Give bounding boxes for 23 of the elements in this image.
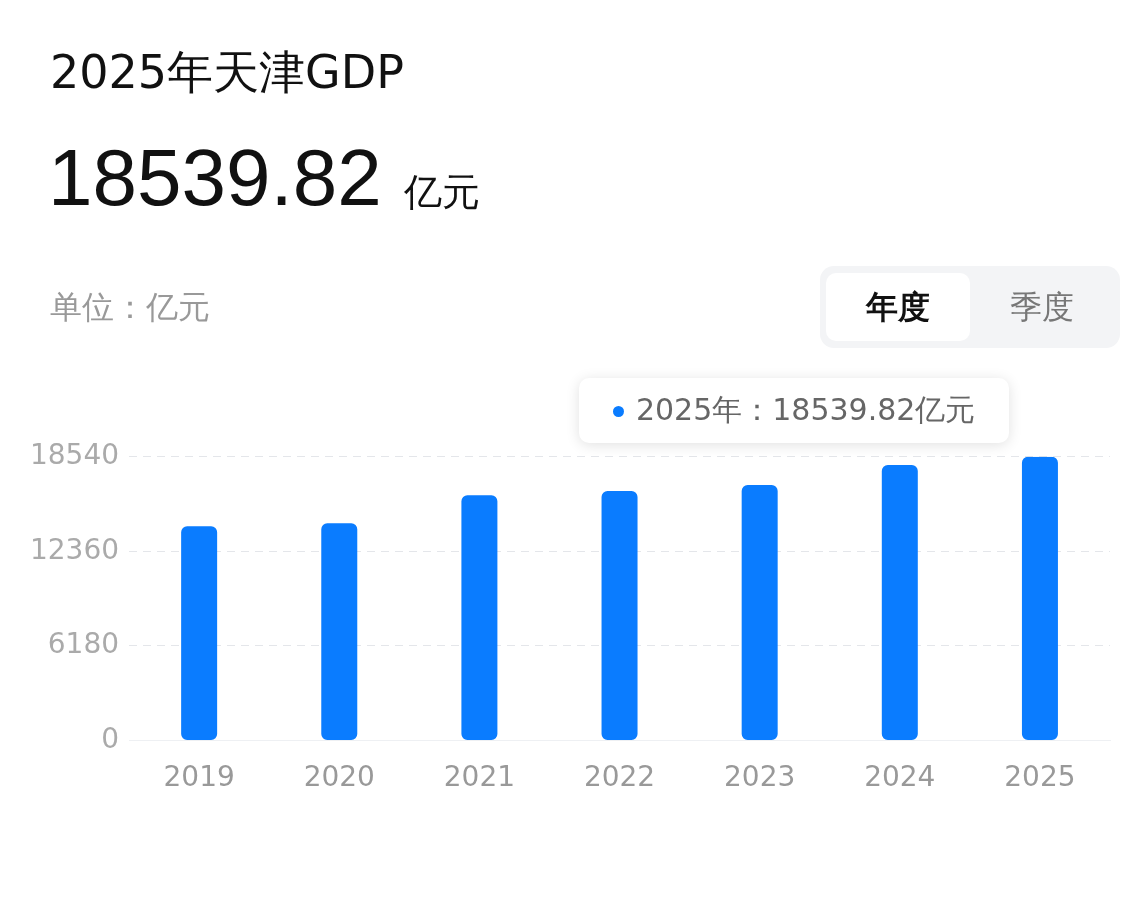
bar — [881, 465, 918, 740]
y-tick-label: 0 — [101, 721, 120, 755]
bar — [1021, 456, 1058, 740]
x-tick-label: 2022 — [583, 760, 656, 794]
x-tick-label: 2021 — [443, 760, 516, 794]
y-tick-label: 12360 — [29, 532, 120, 566]
bar — [181, 526, 218, 740]
period-toggle: 年度 季度 — [820, 266, 1120, 348]
chart-subtitle: 18539.82 亿元 — [48, 132, 480, 224]
y-axis-title: 单位：亿元 — [50, 287, 210, 328]
bar — [321, 523, 358, 740]
bar — [461, 495, 498, 740]
y-tick-label: 18540 — [29, 438, 120, 472]
chart-title: 2025年天津GDP — [50, 44, 404, 101]
annotation: 2025年：18539.82亿元 — [578, 377, 1010, 443]
x-tick-label: 2020 — [303, 760, 375, 794]
bar — [601, 491, 638, 740]
x-tick-label: 2019 — [163, 760, 235, 794]
x-tick-label: 2023 — [724, 760, 796, 794]
x-tick-label: 2024 — [864, 760, 936, 794]
y-tick-label: 6180 — [47, 627, 120, 661]
bar — [741, 484, 778, 740]
x-tick-label: 2025 — [1004, 760, 1076, 794]
